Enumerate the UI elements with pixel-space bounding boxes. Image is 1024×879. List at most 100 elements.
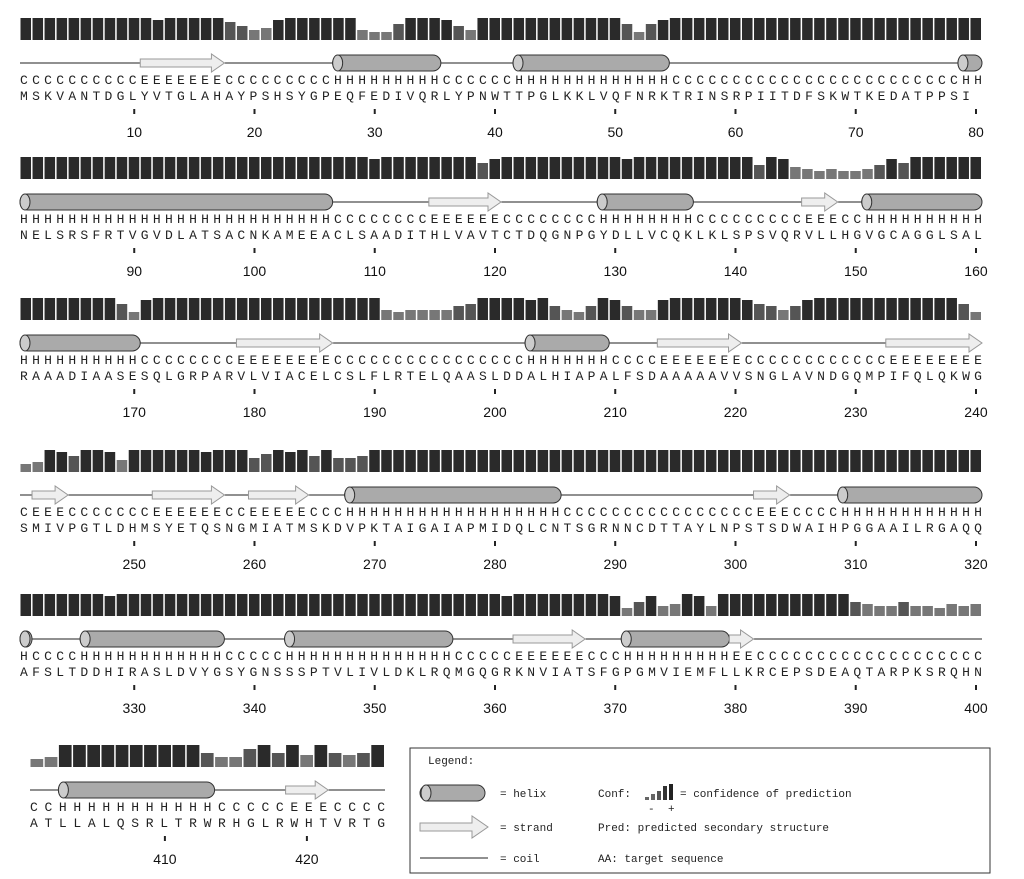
- confidence-bar: [657, 300, 669, 320]
- confidence-bar: [271, 753, 285, 767]
- confidence-bar: [742, 18, 753, 40]
- confidence-bar: [200, 594, 212, 616]
- confidence-bar: [934, 608, 945, 616]
- confidence-bar: [44, 450, 56, 472]
- position-label: 20: [247, 124, 263, 140]
- confidence-bar: [152, 450, 164, 472]
- confidence-bar: [92, 298, 104, 320]
- position-label: 60: [728, 124, 744, 140]
- position-label: 340: [243, 700, 267, 716]
- position-label: 350: [363, 700, 387, 716]
- confidence-bar: [826, 450, 837, 472]
- confidence-bar: [778, 18, 789, 40]
- confidence-bar: [946, 604, 957, 616]
- position-label: 170: [123, 404, 147, 420]
- confidence-bar: [164, 298, 176, 320]
- confidence-bar: [874, 18, 885, 40]
- strand: [753, 485, 791, 505]
- confidence-bar: [116, 460, 128, 472]
- confidence-bar: [621, 450, 633, 472]
- confidence-bar: [215, 757, 228, 767]
- confidence-bar: [754, 18, 765, 40]
- confidence-bar: [309, 157, 320, 179]
- confidence-bar: [87, 745, 100, 767]
- confidence-bar: [314, 745, 328, 767]
- confidence-bar: [128, 312, 140, 320]
- position-label: 230: [844, 404, 868, 420]
- pred-string: CCHHHHHHHHHHHCCCCCEEECCCC: [30, 800, 385, 815]
- confidence-bar: [657, 20, 669, 40]
- confidence-bar: [790, 450, 801, 472]
- legend-conf-icon: [645, 784, 673, 800]
- confidence-bar: [862, 604, 873, 616]
- confidence-bar: [609, 596, 621, 616]
- confidence-bar: [429, 18, 440, 40]
- confidence-bar: [717, 594, 729, 616]
- confidence-bar: [525, 157, 537, 179]
- confidence-bar: [224, 450, 236, 472]
- confidence-bar: [273, 20, 284, 40]
- confidence-bar: [525, 450, 537, 472]
- confidence-bar: [910, 606, 921, 616]
- confidence-bar: [128, 594, 140, 616]
- confidence-bar: [44, 298, 56, 320]
- confidence-bar: [609, 450, 621, 472]
- confidence-bar: [32, 462, 44, 472]
- confidence-bar: [333, 458, 344, 472]
- position-label: 300: [724, 556, 748, 572]
- helix: [620, 630, 730, 648]
- confidence-bar: [286, 745, 299, 767]
- confidence-bar: [501, 298, 513, 320]
- confidence-bar: [585, 594, 597, 616]
- confidence-bar: [212, 450, 224, 472]
- confidence-bar: [128, 450, 140, 472]
- helix-cap: [332, 54, 344, 72]
- confidence-bar: [429, 594, 440, 616]
- confidence-bar: [958, 304, 969, 320]
- confidence-bar: [164, 594, 176, 616]
- position-label: 80: [968, 124, 984, 140]
- confidence-bar: [357, 30, 368, 40]
- confidence-bar: [257, 745, 271, 767]
- confidence-bar: [970, 604, 981, 616]
- confidence-bar: [645, 450, 657, 472]
- pred-string: CCCCCCCCCCEEEEEEECCCCCCCCCHHHHHHHHHCCCCC…: [20, 73, 982, 88]
- confidence-bar: [369, 594, 380, 616]
- confidence-bar: [212, 18, 224, 40]
- confidence-bar: [140, 157, 152, 179]
- confidence-bar: [693, 596, 705, 616]
- aa-sequence: AFSLTDDHIRASLDVYGSYGNSSSPTVLIVLDKLRQMGQG…: [20, 665, 982, 680]
- confidence-bar: [200, 298, 212, 320]
- confidence-bar: [477, 18, 488, 40]
- confidence-bar: [140, 594, 152, 616]
- strand: [728, 629, 755, 649]
- confidence-bar: [381, 157, 392, 179]
- confidence-bar: [717, 298, 729, 320]
- confidence-bar: [838, 171, 849, 179]
- confidence-bar: [585, 306, 597, 320]
- confidence-bar: [176, 594, 188, 616]
- confidence-bar: [669, 450, 681, 472]
- confidence-bar: [381, 450, 392, 472]
- confidence-bar: [778, 450, 789, 472]
- position-label: 10: [126, 124, 142, 140]
- position-label: 280: [483, 556, 507, 572]
- confidence-bar: [958, 450, 969, 472]
- confidence-bar: [946, 450, 957, 472]
- legend-title: Legend:: [428, 756, 474, 768]
- confidence-bar: [573, 312, 585, 320]
- confidence-bar: [333, 298, 344, 320]
- confidence-bar: [417, 310, 428, 320]
- confidence-bar: [477, 163, 488, 179]
- confidence-bar: [357, 456, 368, 472]
- helix-cap: [524, 334, 536, 352]
- confidence-bar: [597, 594, 609, 616]
- confidence-bar: [633, 310, 645, 320]
- helix: [19, 193, 334, 211]
- confidence-bar: [309, 298, 320, 320]
- confidence-bar: [874, 165, 885, 179]
- aa-sequence: RAAADIAASESQLGRPARVLVIACELCSLFLRTELQAASL…: [20, 369, 982, 384]
- helix-cap: [512, 54, 524, 72]
- confidence-bar: [633, 32, 645, 40]
- confidence-bar: [465, 450, 476, 472]
